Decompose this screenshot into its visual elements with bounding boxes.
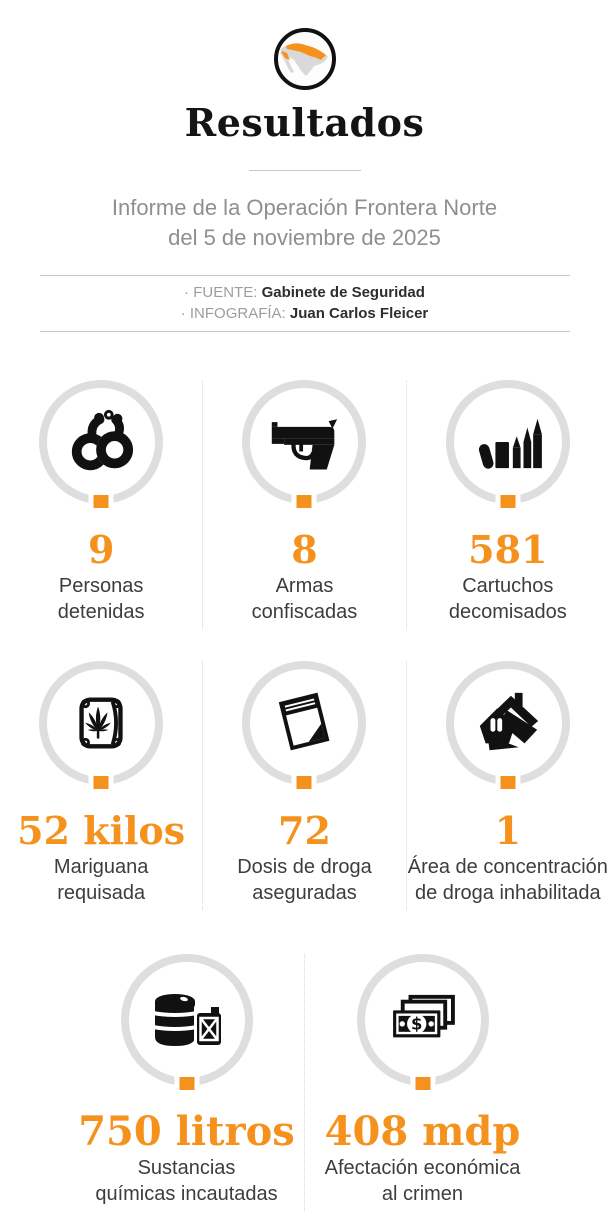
pistol-icon <box>272 419 338 470</box>
stat-circle <box>39 380 164 509</box>
subtitle: Informe de la Operación Frontera Norte d… <box>111 195 498 251</box>
stat-label: Armas confiscadas <box>251 575 358 624</box>
stats-row-1: 9 Personas detenidas 8 Armas confiscadas <box>0 380 609 630</box>
stat-label: Mariguana requisada <box>53 856 149 905</box>
stat-circle <box>445 661 570 790</box>
stat-armas-confiscadas: 8 Armas confiscadas <box>202 380 405 630</box>
stats-row-3: 750 litros Sustancias químicas incautada… <box>0 954 609 1211</box>
mexico-map-logo-icon <box>273 28 336 90</box>
source-value: Gabinete de Seguridad <box>261 284 425 302</box>
stat-sustancias-quimicas: 750 litros Sustancias químicas incautada… <box>69 954 304 1211</box>
stat-value: 72 <box>278 808 331 854</box>
infographic-header: Resultados Informe de la Operación Front… <box>0 26 609 333</box>
chemical-barrel-icon <box>152 994 223 1048</box>
stat-circle: $ <box>356 954 489 1091</box>
bullets-icon <box>478 419 542 470</box>
stat-value: 52 kilos <box>17 808 186 854</box>
drug-house-icon <box>479 693 538 751</box>
stat-value: 9 <box>87 527 115 573</box>
stat-value: 1 <box>494 808 522 854</box>
stat-value: 750 litros <box>78 1108 295 1156</box>
stat-label: Dosis de droga aseguradas <box>237 856 372 905</box>
stat-label: Afectación económica al crimen <box>324 1157 521 1206</box>
stat-circle <box>242 661 367 790</box>
accent-tick <box>296 776 312 790</box>
accent-tick <box>500 776 516 790</box>
svg-text:$: $ <box>411 1015 422 1034</box>
mexico-map-logo <box>272 26 338 92</box>
credit-value: Juan Carlos Fleicer <box>289 305 429 323</box>
source-box: · FUENTE: Gabinete de Seguridad · INFOGR… <box>39 275 570 333</box>
stat-value: 8 <box>291 527 318 573</box>
drug-baggie-icon <box>279 693 330 751</box>
stat-circle <box>39 661 164 790</box>
accent-tick <box>93 495 109 509</box>
title-divider <box>248 170 361 172</box>
stat-value: 408 mdp <box>324 1108 521 1156</box>
stat-personas-detenidas: 9 Personas detenidas <box>0 380 202 629</box>
credit-line: · INFOGRAFÍA: Juan Carlos Fleicer <box>40 303 570 324</box>
stat-circle <box>242 380 367 509</box>
page-title: Resultados <box>184 100 425 145</box>
stat-circle <box>445 380 570 509</box>
stat-dosis-droga: 72 Dosis de droga aseguradas <box>202 661 405 911</box>
stat-value: 581 <box>468 527 548 573</box>
stats-row-2: 52 kilos Mariguana requisada 72 Dosis de… <box>0 661 609 911</box>
stat-afectacion-economica: $ 408 mdp Afectación económica al crimen <box>304 954 540 1211</box>
accent-tick <box>415 1077 430 1091</box>
stat-cartuchos-decomisados: 581 Cartuchos decomisados <box>405 380 609 630</box>
source-line: · FUENTE: Gabinete de Seguridad <box>40 282 570 303</box>
stat-label: Personas detenidas <box>57 575 145 624</box>
credit-label: · INFOGRAFÍA: <box>180 305 286 323</box>
stat-circle <box>120 954 253 1091</box>
accent-tick <box>500 495 516 509</box>
accent-tick <box>296 495 312 509</box>
stat-label: Sustancias químicas incautadas <box>95 1157 278 1206</box>
stat-label: Cartuchos decomisados <box>448 575 567 624</box>
source-label: · FUENTE: <box>184 284 258 302</box>
accent-tick <box>93 776 109 790</box>
marijuana-bag-icon <box>79 697 123 749</box>
stat-label: Área de concentración de droga inhabilit… <box>407 856 608 905</box>
handcuffs-icon <box>71 410 134 471</box>
money-bills-icon: $ <box>392 995 455 1038</box>
stat-area-concentracion: 1 Área de concentración de droga inhabil… <box>405 661 609 911</box>
stat-mariguana-requisada: 52 kilos Mariguana requisada <box>0 661 202 910</box>
accent-tick <box>179 1077 194 1091</box>
